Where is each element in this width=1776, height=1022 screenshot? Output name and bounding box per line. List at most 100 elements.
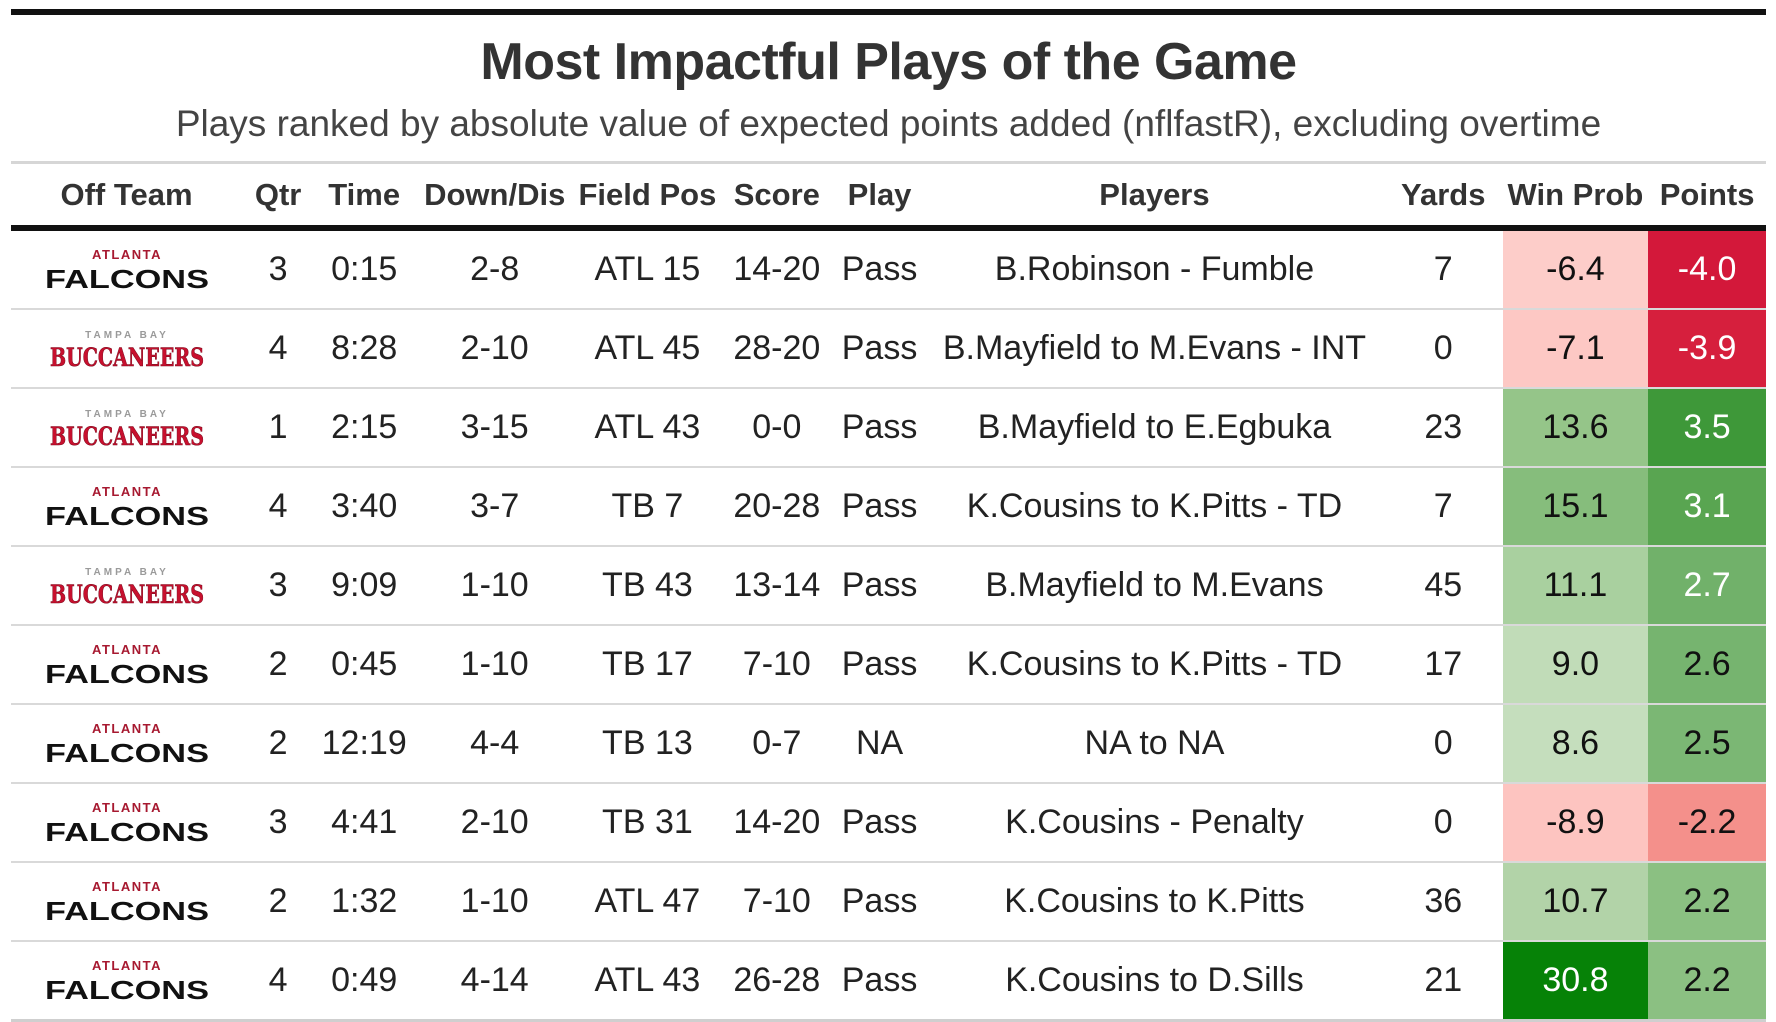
yards-cell: 7 [1383,467,1503,547]
points-cell: -3.9 [1648,309,1766,389]
yards-cell: 17 [1383,625,1503,705]
field-position-cell: ATL 43 [575,388,720,468]
qtr-cell: 2 [242,704,315,784]
buccaneers-logo: TAMPA BAY BUCCANEERS [42,563,212,609]
top-rule [11,9,1766,15]
time-cell: 0:49 [314,941,415,1022]
down-distance-cell: 2-8 [414,228,576,310]
down-distance-cell: 3-15 [414,388,576,468]
svg-text:ATLANTA: ATLANTA [92,484,162,499]
table-body: ATLANTA FALCONS 3 0:15 2-8 ATL 15 14-20 Pass B.R… [11,228,1766,1022]
points-cell: 3.5 [1648,388,1766,468]
yards-cell: 7 [1383,228,1503,310]
time-cell: 0:15 [314,228,415,310]
points-cell: 3.1 [1648,467,1766,547]
play-type-cell: Pass [834,783,926,863]
falcons-logo: ATLANTA FALCONS [42,879,212,925]
players-cell: K.Cousins to K.Pitts - TD [925,625,1384,705]
qtr-cell: 2 [242,862,315,942]
play-type-cell: NA [834,704,926,784]
svg-text:BUCCANEERS: BUCCANEERS [50,580,204,609]
score-cell: 14-20 [719,228,835,310]
time-cell: 9:09 [314,546,415,626]
score-cell: 7-10 [719,862,835,942]
field-position-cell: TB 31 [575,783,720,863]
yards-cell: 36 [1383,862,1503,942]
yards-cell: 0 [1383,783,1503,863]
falcons-logo: ATLANTA FALCONS [42,484,212,530]
col-header-win-prob: Win Prob [1502,164,1649,231]
qtr-cell: 2 [242,625,315,705]
win-prob-cell: -8.9 [1502,783,1649,863]
play-type-cell: Pass [834,862,926,942]
col-header-qtr: Qtr [242,164,315,231]
points-cell: 2.7 [1648,546,1766,626]
col-header-down-dis: Down/Dis [414,164,576,231]
time-cell: 4:41 [314,783,415,863]
time-cell: 8:28 [314,309,415,389]
win-prob-cell: 15.1 [1502,467,1649,547]
yards-cell: 0 [1383,309,1503,389]
points-cell: -4.0 [1648,228,1766,310]
yards-cell: 21 [1383,941,1503,1022]
svg-text:ATLANTA: ATLANTA [92,879,162,894]
win-prob-cell: -7.1 [1502,309,1649,389]
col-header-time: Time [314,164,415,231]
players-cell: K.Cousins - Penalty [925,783,1384,863]
table-container: Most Impactful Plays of the Game Plays r… [11,9,1766,1022]
down-distance-cell: 2-10 [414,309,576,389]
win-prob-cell: 13.6 [1502,388,1649,468]
field-position-cell: ATL 15 [575,228,720,310]
players-cell: B.Mayfield to M.Evans - INT [925,309,1384,389]
col-header-play: Play [834,164,926,231]
score-cell: 28-20 [719,309,835,389]
header-row: Off Team Qtr Time Down/Dis Field Pos Sco… [11,164,1766,231]
col-header-score: Score [719,164,835,231]
table-row: TAMPA BAY BUCCANEERS 3 9:09 1-10 TB 43 13-14 Pa… [11,546,1766,626]
svg-text:TAMPA BAY: TAMPA BAY [85,409,169,420]
play-type-cell: Pass [834,388,926,468]
players-cell: B.Robinson - Fumble [925,228,1384,310]
table-row: ATLANTA FALCONS 2 0:45 1-10 TB 17 7-10 Pass K.Co… [11,625,1766,705]
down-distance-cell: 4-14 [414,941,576,1022]
qtr-cell: 4 [242,941,315,1022]
team-logo-cell: TAMPA BAY BUCCANEERS [11,546,243,626]
time-cell: 12:19 [314,704,415,784]
win-prob-cell: 30.8 [1502,941,1649,1022]
win-prob-cell: 9.0 [1502,625,1649,705]
score-cell: 0-7 [719,704,835,784]
svg-text:ATLANTA: ATLANTA [92,958,162,973]
players-cell: B.Mayfield to E.Egbuka [925,388,1384,468]
points-cell: 2.2 [1648,862,1766,942]
team-logo-cell: ATLANTA FALCONS [11,862,243,942]
players-cell: K.Cousins to D.Sills [925,941,1384,1022]
col-header-players: Players [925,164,1384,231]
col-header-points: Points [1648,164,1766,231]
qtr-cell: 4 [242,467,315,547]
play-type-cell: Pass [834,941,926,1022]
qtr-cell: 1 [242,388,315,468]
field-position-cell: ATL 45 [575,309,720,389]
svg-text:FALCONS: FALCONS [45,501,209,530]
score-cell: 14-20 [719,783,835,863]
win-prob-cell: 11.1 [1502,546,1649,626]
svg-text:BUCCANEERS: BUCCANEERS [50,343,204,372]
play-type-cell: Pass [834,467,926,547]
time-cell: 0:45 [314,625,415,705]
down-distance-cell: 4-4 [414,704,576,784]
team-logo-cell: ATLANTA FALCONS [11,704,243,784]
svg-text:FALCONS: FALCONS [45,975,209,1004]
qtr-cell: 4 [242,309,315,389]
score-cell: 0-0 [719,388,835,468]
play-type-cell: Pass [834,228,926,310]
field-position-cell: TB 13 [575,704,720,784]
points-cell: 2.2 [1648,941,1766,1022]
score-cell: 13-14 [719,546,835,626]
team-logo-cell: ATLANTA FALCONS [11,783,243,863]
field-position-cell: TB 17 [575,625,720,705]
field-position-cell: ATL 47 [575,862,720,942]
time-cell: 3:40 [314,467,415,547]
points-cell: 2.5 [1648,704,1766,784]
win-prob-cell: 8.6 [1502,704,1649,784]
qtr-cell: 3 [242,546,315,626]
